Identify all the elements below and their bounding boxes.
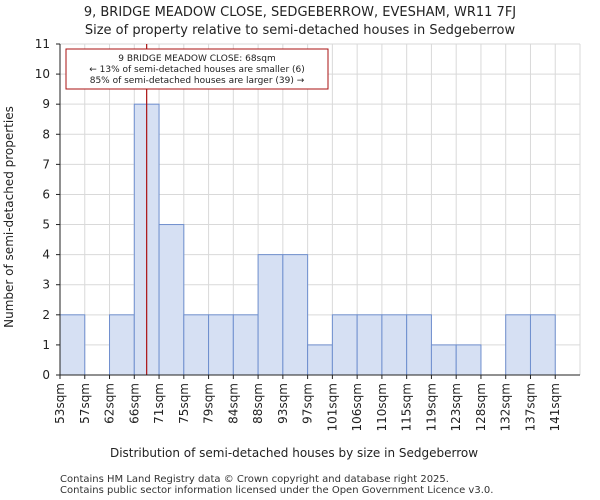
x-tick-label-132sqm: 132sqm <box>499 383 513 431</box>
chart-subtitle: Size of property relative to semi-detach… <box>85 23 516 38</box>
bar-71sqm <box>158 224 185 376</box>
y-tick-label-10: 10 <box>35 67 50 81</box>
bar-132sqm <box>505 314 531 376</box>
bar-93sqm <box>282 254 309 376</box>
bar-110sqm <box>381 314 408 376</box>
bar-106sqm <box>356 314 383 376</box>
footer-copyright: Contains HM Land Registry data © Crown c… <box>60 474 449 485</box>
x-axis: 53sqm 57sqm 62sqm 66sqm 71sqm 75sqm 79sqm 84sqm… <box>53 374 580 431</box>
bar-123sqm <box>455 344 482 376</box>
y-tick-label-2: 2 <box>42 308 50 322</box>
annotation-line-3: 85% of semi-detached houses are larger (… <box>90 76 305 86</box>
bar-75sqm <box>183 314 210 376</box>
y-tick-label-1: 1 <box>42 338 50 352</box>
bars-group <box>59 103 556 376</box>
bar-97sqm <box>307 344 333 376</box>
bar-137sqm <box>529 314 556 376</box>
chart-title: 9, BRIDGE MEADOW CLOSE, SEDGEBERROW, EVE… <box>84 5 516 20</box>
x-tick-label-119sqm: 119sqm <box>424 383 438 431</box>
bar-119sqm <box>430 344 457 376</box>
footer-licence: Contains public sector information licen… <box>60 485 493 496</box>
y-axis-label: Number of semi-detached properties <box>2 106 16 328</box>
x-tick-label-88sqm: 88sqm <box>251 383 265 424</box>
y-tick-label-9: 9 <box>42 97 50 111</box>
x-tick-label-128sqm: 128sqm <box>474 383 488 431</box>
x-tick-label-101sqm: 101sqm <box>325 383 339 431</box>
x-axis-label: Distribution of semi-detached houses by … <box>110 446 478 460</box>
x-tick-label-123sqm: 123sqm <box>449 383 463 431</box>
annotation-box: 9 BRIDGE MEADOW CLOSE: 68sqm ← 13% of se… <box>65 48 329 90</box>
bar-84sqm <box>232 314 259 376</box>
x-tick-label-62sqm: 62sqm <box>103 383 117 424</box>
y-axis: 0 1 2 3 4 5 6 7 8 9 10 11 <box>35 37 61 382</box>
bar-62sqm <box>109 314 135 376</box>
x-tick-label-84sqm: 84sqm <box>226 383 240 424</box>
bar-79sqm <box>208 314 234 376</box>
x-tick-label-57sqm: 57sqm <box>78 383 92 424</box>
bar-88sqm <box>257 254 284 376</box>
x-tick-label-106sqm: 106sqm <box>350 383 364 431</box>
annotation-line-2: ← 13% of semi-detached houses are smalle… <box>89 65 305 75</box>
x-tick-label-137sqm: 137sqm <box>523 383 537 431</box>
bar-53sqm <box>59 314 86 376</box>
y-tick-label-4: 4 <box>42 248 50 262</box>
y-tick-label-5: 5 <box>42 218 50 232</box>
annotation-frame <box>65 48 329 90</box>
y-tick-label-3: 3 <box>42 278 50 292</box>
y-tick-label-0: 0 <box>42 368 50 382</box>
x-tick-label-66sqm: 66sqm <box>127 383 141 424</box>
annotation-line-1: 9 BRIDGE MEADOW CLOSE: 68sqm <box>118 54 275 64</box>
x-tick-label-97sqm: 97sqm <box>301 383 315 424</box>
y-tick-label-8: 8 <box>42 127 50 141</box>
bar-115sqm <box>406 314 432 376</box>
y-tick-label-11: 11 <box>35 37 50 51</box>
y-tick-label-7: 7 <box>42 157 50 171</box>
x-tick-label-79sqm: 79sqm <box>202 383 216 424</box>
x-tick-label-115sqm: 115sqm <box>400 383 414 431</box>
x-tick-label-141sqm: 141sqm <box>548 383 562 431</box>
bar-101sqm <box>331 314 358 376</box>
y-tick-label-6: 6 <box>42 187 50 201</box>
x-tick-label-110sqm: 110sqm <box>375 383 389 431</box>
x-tick-label-71sqm: 71sqm <box>152 383 166 424</box>
x-tick-label-75sqm: 75sqm <box>177 383 191 424</box>
x-tick-label-53sqm: 53sqm <box>53 383 67 424</box>
x-tick-label-93sqm: 93sqm <box>276 383 290 424</box>
